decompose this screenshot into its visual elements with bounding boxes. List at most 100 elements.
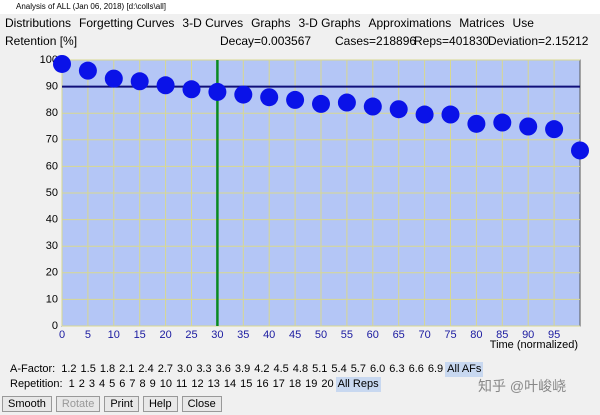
x-axis-label: Time (normalized) [490, 339, 578, 351]
y-tick-label: 20 [46, 267, 58, 279]
menu-item[interactable]: Forgetting Curves [79, 16, 175, 30]
point [260, 88, 279, 107]
option[interactable]: 14 [223, 378, 237, 390]
title-bar: Analysis of ALL (Jan 06, 2018) [d:\colls… [0, 0, 600, 14]
option[interactable]: 5 [109, 378, 116, 390]
x-tick-label: 90 [522, 329, 534, 341]
option[interactable]: 19 [305, 378, 318, 390]
x-tick-label: 40 [263, 329, 275, 341]
option[interactable]: 8 [139, 378, 146, 390]
option[interactable]: 2.4 [138, 363, 154, 375]
x-tick-label: 15 [134, 329, 146, 341]
x-tick-label: 85 [496, 329, 508, 341]
menu-item[interactable]: 3-D Graphs [298, 16, 361, 30]
option[interactable]: 1.5 [80, 363, 96, 375]
option[interactable]: 4.8 [292, 363, 309, 375]
point [104, 69, 123, 88]
option[interactable]: All Reps [335, 377, 381, 392]
option[interactable]: 2.1 [119, 363, 135, 375]
y-tick-label: 90 [46, 81, 58, 93]
option[interactable]: 6.9 [427, 363, 444, 375]
point [363, 97, 382, 116]
option[interactable]: 11 [175, 378, 188, 390]
x-tick-label: 55 [341, 329, 353, 341]
point [312, 94, 330, 113]
x-tick-label: 0 [59, 329, 65, 341]
menu-item[interactable]: Distributions [5, 16, 72, 30]
y-tick-label: 30 [46, 240, 58, 252]
afactor-row: A-Factor: 1.2 1.5 1.8 2.1 2.4 2.7 3.0 3.3 3.6 3.9 4… [0, 362, 484, 377]
point [156, 76, 175, 95]
option[interactable]: 1 [68, 378, 75, 390]
point [389, 100, 408, 119]
option[interactable]: 3.0 [177, 363, 193, 375]
option[interactable]: 5.4 [331, 363, 347, 375]
option[interactable]: 15 [240, 378, 253, 390]
watermark: 知乎 @叶峻峣 [478, 378, 567, 394]
option[interactable]: 1.8 [99, 363, 116, 375]
point [493, 113, 512, 132]
option[interactable]: 1.2 [61, 363, 77, 375]
x-tick-label: 5 [85, 329, 91, 341]
button[interactable]: Help [142, 396, 178, 412]
window-title: Analysis of ALL (Jan 06, 2018) [d:\colls… [16, 2, 167, 11]
option[interactable]: 13 [207, 378, 220, 390]
y-tick-label: 80 [46, 107, 58, 119]
x-tick-label: 80 [470, 329, 482, 341]
option[interactable]: 4.5 [273, 363, 289, 375]
x-tick-label: 60 [367, 329, 379, 341]
option[interactable]: 3 [88, 378, 95, 390]
x-tick-label: 30 [211, 329, 223, 341]
option[interactable]: 3.3 [196, 363, 212, 375]
x-tick-label: 35 [237, 329, 249, 341]
option[interactable]: 17 [272, 378, 285, 390]
menu-item[interactable]: Use [512, 16, 534, 30]
option[interactable]: 4.2 [254, 363, 270, 375]
deviation: Deviation=2.15212 [488, 34, 589, 48]
button: Rotate [55, 396, 101, 412]
menu-bar: Distributions Forgetting Curves 3-D Curves… [0, 14, 600, 32]
cases: Cases=218896 [335, 34, 417, 48]
menu-item[interactable]: Graphs [251, 16, 291, 30]
option[interactable]: 6.6 [408, 363, 424, 375]
y-tick-label: 0 [52, 320, 58, 332]
point [53, 54, 71, 73]
option[interactable]: 3.6 [215, 363, 231, 375]
button[interactable]: Smooth [2, 396, 52, 412]
option[interactable]: 6.0 [369, 363, 386, 375]
option[interactable]: 7 [129, 378, 136, 390]
option[interactable]: 16 [256, 378, 269, 390]
option[interactable]: 18 [288, 378, 302, 390]
point [337, 93, 356, 112]
menu-item[interactable]: 3-D Curves [182, 16, 244, 30]
option[interactable]: 2 [78, 378, 85, 390]
option[interactable]: 9 [149, 378, 156, 390]
button[interactable]: Close [181, 396, 222, 412]
option[interactable]: 5.7 [350, 363, 366, 375]
menu-item[interactable]: Approximations [368, 16, 452, 30]
button[interactable]: Print [104, 396, 139, 412]
x-tick-label: 10 [108, 329, 120, 341]
option[interactable]: 6 [119, 378, 126, 390]
option[interactable]: 6.3 [389, 363, 405, 375]
point [545, 120, 564, 139]
point [519, 117, 538, 136]
option[interactable]: 4 [98, 378, 106, 390]
option[interactable]: 20 [321, 378, 334, 390]
x-tick-label: 20 [159, 329, 171, 341]
repetition-row: Repetition: 1 2 3 4 5 6 7 8 9 10 11 12 13 14 15 16 17 18 19… [0, 377, 381, 392]
menu-item[interactable]: Matrices [459, 16, 505, 30]
option[interactable]: All AFs [445, 362, 484, 377]
y-tick-label: 50 [46, 187, 58, 199]
option[interactable]: 2.7 [157, 363, 174, 375]
option[interactable]: 10 [159, 378, 172, 390]
y-tick-label: 70 [46, 134, 58, 146]
x-tick-label: 75 [444, 329, 456, 341]
option[interactable]: 5.1 [312, 363, 328, 375]
point [130, 72, 149, 91]
point [571, 141, 589, 160]
x-tick-label: 95 [548, 329, 560, 341]
option[interactable]: 3.9 [234, 363, 251, 375]
option[interactable]: 12 [191, 378, 204, 390]
